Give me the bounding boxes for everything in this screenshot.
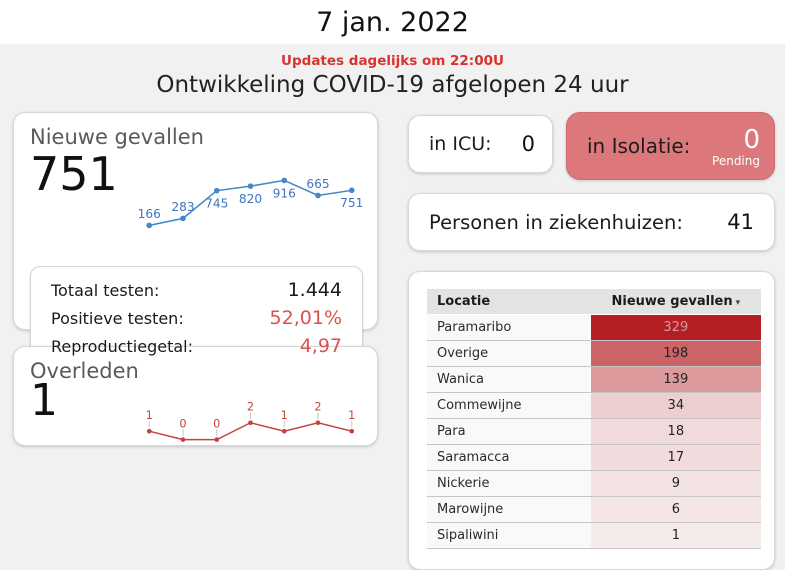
svg-text:665: 665: [306, 177, 329, 191]
isolation-pending-label: Pending: [712, 154, 760, 168]
value-cell: 6: [590, 496, 761, 523]
location-cell: Overige: [427, 340, 591, 367]
hospital-label: Personen in ziekenhuizen:: [429, 210, 683, 234]
icu-card: in ICU: 0: [408, 115, 553, 173]
sort-descending-icon: ▾: [735, 297, 741, 308]
new-cases-title: Nieuwe gevallen: [30, 125, 204, 149]
isolation-value: 0: [743, 125, 760, 155]
location-cell: Nickerie: [427, 470, 591, 497]
table-row: Saramacca 17: [427, 444, 761, 471]
svg-text:2: 2: [314, 401, 321, 414]
location-table: Locatie Nieuwe gevallen ▾ Paramaribo 329 Ov…: [427, 289, 761, 549]
test-stats-card: Totaal testen: 1.444 Positieve testen: 5…: [30, 266, 363, 371]
icu-value: 0: [521, 132, 535, 156]
svg-text:166: 166: [138, 207, 161, 221]
left-column: Nieuwe gevallen 751 166 283 745 820 916 665 75…: [13, 112, 378, 570]
positive-tests-value: 52,01%: [269, 307, 342, 329]
svg-text:283: 283: [171, 200, 194, 214]
location-cell: Para: [427, 418, 591, 445]
new-cases-column-header[interactable]: Nieuwe gevallen ▾: [590, 289, 761, 315]
table-row: Para 18: [427, 418, 761, 445]
positive-tests-label: Positieve testen:: [51, 309, 184, 328]
value-cell: 139: [590, 366, 761, 393]
total-tests-row: Totaal testen: 1.444: [31, 276, 362, 304]
svg-text:820: 820: [239, 192, 262, 206]
update-notice: Updates dagelijks om 22:00U: [281, 53, 504, 69]
new-cases-column-header-label: Nieuwe gevallen: [611, 293, 733, 309]
new-cases-spark-row: 751 166 283 745 820 916 665 751: [30, 149, 363, 254]
positive-tests-row: Positieve testen: 52,01%: [31, 304, 362, 332]
svg-text:1: 1: [281, 409, 288, 422]
deceased-title: Overleden: [30, 359, 139, 383]
location-cell: Wanica: [427, 366, 591, 393]
table-row: Paramaribo 329: [427, 314, 761, 341]
table-row: Sipaliwini 1: [427, 522, 761, 549]
svg-text:2: 2: [247, 401, 254, 414]
total-tests-value: 1.444: [287, 279, 342, 301]
hospital-card: Personen in ziekenhuizen: 41: [408, 193, 775, 251]
deceased-sparkline: 1 0 0 2 1 2 1: [146, 401, 355, 442]
value-cell: 198: [590, 340, 761, 367]
deceased-value: 1: [30, 375, 58, 426]
isolation-label: in Isolatie:: [587, 134, 691, 158]
svg-text:751: 751: [340, 196, 363, 210]
value-cell: 9: [590, 470, 761, 497]
value-cell: 17: [590, 444, 761, 471]
table-header-row: Locatie Nieuwe gevallen ▾: [427, 289, 761, 315]
reproduction-number-row: Reproductiegetal: 4,97: [31, 332, 362, 360]
svg-text:1: 1: [348, 409, 355, 422]
new-cases-value: 751: [30, 147, 118, 201]
new-cases-sparkline: 166 283 745 820 916 665 751: [138, 177, 363, 229]
total-tests-label: Totaal testen:: [51, 281, 160, 300]
date-header: 7 jan. 2022: [0, 0, 785, 44]
new-cases-card: Nieuwe gevallen 751 166 283 745 820 916 665 75…: [13, 112, 378, 371]
hospital-value: 41: [727, 210, 754, 234]
location-cell: Paramaribo: [427, 314, 591, 341]
deceased-spark-row: 1 1 0 0 2 1 2 1: [30, 376, 363, 455]
svg-text:1: 1: [146, 409, 153, 422]
page-subtitle: Ontwikkeling COVID-19 afgelopen 24 uur: [156, 72, 629, 98]
isolation-card: in Isolatie: 0 Pending: [566, 112, 775, 180]
isolation-value-block: 0 Pending: [712, 127, 760, 167]
page-date: 7 jan. 2022: [316, 6, 469, 38]
icu-label: in ICU:: [429, 133, 492, 155]
svg-text:0: 0: [213, 417, 220, 430]
reproduction-number-value: 4,97: [299, 335, 342, 357]
svg-text:745: 745: [205, 197, 228, 211]
dashboard-body: Nieuwe gevallen 751 166 283 745 820 916 665 75…: [0, 98, 785, 570]
value-cell: 329: [590, 314, 761, 341]
table-row: Wanica 139: [427, 366, 761, 393]
svg-text:0: 0: [179, 417, 186, 430]
deceased-card: Overleden 1 1 0 0 2 1 2 1: [13, 346, 378, 446]
table-row: Marowijne 6: [427, 496, 761, 523]
location-table-card: Locatie Nieuwe gevallen ▾ Paramaribo 329 Ov…: [408, 271, 775, 570]
value-cell: 18: [590, 418, 761, 445]
location-cell: Sipaliwini: [427, 522, 591, 549]
location-column-header: Locatie: [427, 289, 591, 315]
value-cell: 34: [590, 392, 761, 419]
location-cell: Commewijne: [427, 392, 591, 419]
location-cell: Saramacca: [427, 444, 591, 471]
value-cell: 1: [590, 522, 761, 549]
reproduction-number-label: Reproductiegetal:: [51, 337, 193, 356]
table-row: Overige 198: [427, 340, 761, 367]
location-cell: Marowijne: [427, 496, 591, 523]
svg-text:916: 916: [273, 186, 296, 200]
icu-isolation-row: in ICU: 0 in Isolatie: 0 Pending: [408, 112, 775, 180]
right-column: in ICU: 0 in Isolatie: 0 Pending Persone…: [408, 112, 775, 570]
table-row: Nickerie 9: [427, 470, 761, 497]
table-row: Commewijne 34: [427, 392, 761, 419]
